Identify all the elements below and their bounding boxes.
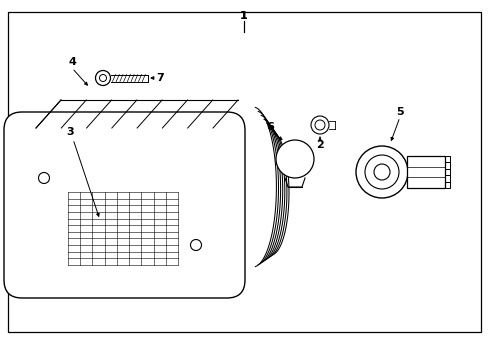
- Text: 3: 3: [66, 127, 74, 137]
- Circle shape: [99, 75, 106, 81]
- Bar: [8, 12, 480, 332]
- Circle shape: [95, 71, 110, 86]
- Text: 6: 6: [265, 122, 273, 132]
- Text: 7: 7: [156, 73, 163, 83]
- Circle shape: [355, 146, 407, 198]
- Circle shape: [275, 140, 313, 178]
- Circle shape: [39, 172, 49, 184]
- Text: 2: 2: [315, 140, 323, 150]
- Circle shape: [373, 164, 389, 180]
- Text: 1: 1: [240, 11, 247, 21]
- Text: 4: 4: [68, 57, 76, 67]
- Circle shape: [310, 116, 328, 134]
- Circle shape: [314, 120, 325, 130]
- FancyBboxPatch shape: [4, 112, 244, 298]
- Circle shape: [190, 239, 201, 251]
- Text: 5: 5: [395, 107, 403, 117]
- Bar: [406, 156, 444, 188]
- Circle shape: [364, 155, 398, 189]
- Text: 1: 1: [240, 11, 247, 21]
